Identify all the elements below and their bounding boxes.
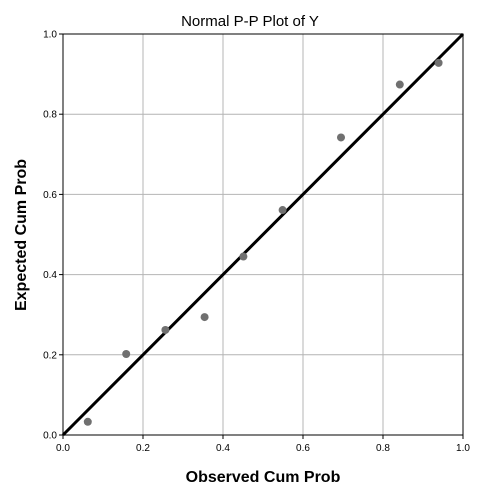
data-point: [83, 417, 92, 426]
y-axis-label: Expected Cum Prob: [13, 159, 30, 311]
x-axis-label: Observed Cum Prob: [186, 469, 341, 486]
x-tick-label: 0.0: [56, 443, 70, 454]
x-tick-label: 1.0: [456, 443, 470, 454]
data-point: [337, 133, 345, 142]
data-point: [434, 58, 443, 67]
x-tick-label: 0.2: [136, 443, 150, 454]
data-point: [161, 325, 170, 334]
y-axis-ticks: 0.0 0.2 0.4 0.6 0.8 1.0: [43, 30, 63, 442]
y-tick-label: 0.4: [43, 270, 57, 281]
y-tick-label: 0.0: [43, 431, 57, 442]
reference-line: [61, 32, 465, 437]
reference-line-group: [61, 32, 465, 437]
x-tick-label: 0.6: [296, 443, 310, 454]
data-point: [122, 349, 131, 358]
y-tick-label: 0.8: [43, 110, 57, 121]
x-tick-label: 0.4: [216, 443, 230, 454]
data-point: [278, 206, 287, 215]
data-points: [83, 58, 443, 426]
y-tick-label: 0.2: [43, 350, 57, 361]
x-tick-label: 0.8: [376, 443, 390, 454]
data-point: [395, 80, 404, 89]
data-point: [200, 313, 209, 322]
x-axis-ticks: 0.0 0.2 0.4 0.6 0.8 1.0: [56, 435, 470, 454]
plot-area-frame: [62, 33, 464, 436]
y-tick-label: 0.6: [43, 190, 57, 201]
y-tick-label: 1.0: [43, 30, 57, 41]
data-point: [239, 252, 248, 261]
chart-title: Normal P-P Plot of Y: [181, 13, 319, 30]
